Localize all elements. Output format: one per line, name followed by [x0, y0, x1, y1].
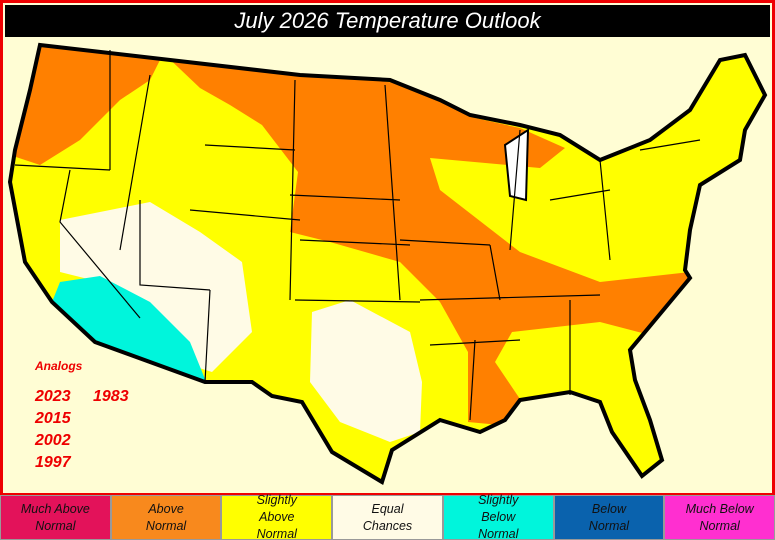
- legend-item: Slightly Above Normal: [221, 493, 333, 540]
- frame: [0, 0, 775, 496]
- analog-year: 2015: [34, 410, 72, 427]
- analog-year: 1983: [93, 388, 129, 405]
- analog-year: 2002: [34, 432, 71, 449]
- equal-chances-area: [60, 202, 252, 372]
- legend-label: Slightly Above Normal: [256, 493, 297, 540]
- legend: Much Above Normal Above Normal Slightly Ab…: [0, 493, 775, 540]
- legend-item: Above Normal: [110, 495, 222, 540]
- slightly-below-area: [52, 276, 207, 384]
- title: July 2026 Temperature Outlook: [5, 5, 770, 37]
- analogs-label: Analogs: [34, 359, 83, 373]
- legend-label: Much Below Normal: [685, 501, 754, 533]
- legend-item: Equal Chances: [332, 495, 443, 540]
- legend-item: Slightly Below Normal: [442, 493, 554, 540]
- legend-label: Slightly Below Normal: [478, 493, 519, 540]
- state-lines: [14, 50, 701, 421]
- analog-year: 1997: [35, 454, 72, 471]
- legend-label: Below Normal: [588, 501, 630, 533]
- above-area: [10, 45, 165, 165]
- legend-label: Equal Chances: [362, 501, 413, 533]
- map: Analogs 2023 1983 2015 2002 1997: [7, 42, 768, 486]
- legend-label: Much Above Normal: [20, 501, 90, 533]
- legend-item: Much Below Normal: [664, 495, 775, 540]
- legend-label: Above Normal: [145, 501, 187, 533]
- analogs: Analogs 2023 1983 2015 2002 1997: [34, 359, 129, 471]
- above-area: [160, 50, 690, 425]
- legend-item: Much Above Normal: [0, 495, 111, 540]
- analog-year: 2023: [34, 388, 71, 405]
- us-outline: [7, 42, 768, 486]
- legend-item: Below Normal: [553, 495, 665, 540]
- equal-chances-area: [310, 300, 422, 442]
- outlook-areas: [10, 45, 765, 482]
